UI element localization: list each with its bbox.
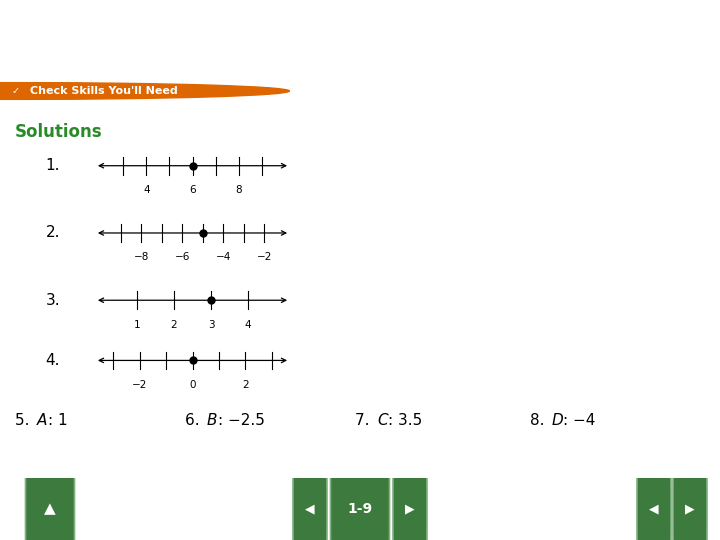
Text: 0: 0 — [189, 380, 196, 390]
Text: −2: −2 — [257, 253, 272, 262]
FancyBboxPatch shape — [393, 365, 427, 540]
Text: 1.: 1. — [45, 158, 60, 173]
Text: Graphing Data on the Coordinate Plane: Graphing Data on the Coordinate Plane — [11, 22, 444, 42]
Text: : 1: : 1 — [48, 413, 68, 428]
Text: Check Skills You'll Need: Check Skills You'll Need — [30, 86, 178, 96]
Text: 2: 2 — [242, 380, 248, 390]
Text: Prentice: Prentice — [654, 36, 688, 44]
Text: ▶: ▶ — [685, 503, 695, 516]
FancyBboxPatch shape — [293, 365, 327, 540]
Text: 4: 4 — [143, 185, 150, 195]
Text: Hall: Hall — [663, 56, 680, 65]
Text: −8: −8 — [133, 253, 149, 262]
Text: 1: 1 — [134, 320, 140, 330]
Text: 6: 6 — [189, 185, 196, 195]
Text: 2: 2 — [171, 320, 177, 330]
Text: −2: −2 — [132, 380, 148, 390]
Text: 3: 3 — [207, 320, 215, 330]
Text: −4: −4 — [216, 253, 231, 262]
Text: 8.: 8. — [530, 413, 549, 428]
Text: 8: 8 — [235, 185, 242, 195]
Wedge shape — [0, 83, 289, 99]
Text: 7.: 7. — [355, 413, 374, 428]
Text: −6: −6 — [174, 253, 190, 262]
Text: D: D — [552, 413, 564, 428]
Text: 2.: 2. — [45, 226, 60, 240]
FancyBboxPatch shape — [25, 365, 74, 540]
Text: A: A — [37, 413, 48, 428]
Text: 6.: 6. — [185, 413, 204, 428]
Text: 4: 4 — [245, 320, 251, 330]
Text: 1-9: 1-9 — [348, 502, 372, 516]
Text: : −4: : −4 — [563, 413, 595, 428]
Text: Solutions: Solutions — [15, 123, 103, 141]
Text: ▲: ▲ — [44, 502, 56, 516]
FancyBboxPatch shape — [637, 365, 671, 540]
Text: PEARSON: PEARSON — [651, 15, 692, 24]
Text: LESSON: LESSON — [338, 462, 382, 472]
Text: ▶: ▶ — [405, 503, 415, 516]
Text: 3.: 3. — [45, 293, 60, 308]
Text: : 3.5: : 3.5 — [388, 413, 422, 428]
Text: ✓: ✓ — [12, 86, 20, 96]
Text: 4.: 4. — [45, 353, 60, 368]
Text: MAIN MENU: MAIN MENU — [18, 462, 83, 472]
Text: ◀: ◀ — [649, 503, 659, 516]
FancyBboxPatch shape — [673, 365, 707, 540]
Text: : −2.5: : −2.5 — [218, 413, 265, 428]
Text: B: B — [207, 413, 217, 428]
FancyBboxPatch shape — [330, 365, 390, 540]
Text: ◀: ◀ — [305, 503, 315, 516]
Text: PAGE: PAGE — [655, 462, 684, 472]
Text: 5.: 5. — [15, 413, 35, 428]
Text: C: C — [377, 413, 387, 428]
Text: ALGEBRA 1  LESSON 1-9: ALGEBRA 1 LESSON 1-9 — [11, 60, 130, 70]
